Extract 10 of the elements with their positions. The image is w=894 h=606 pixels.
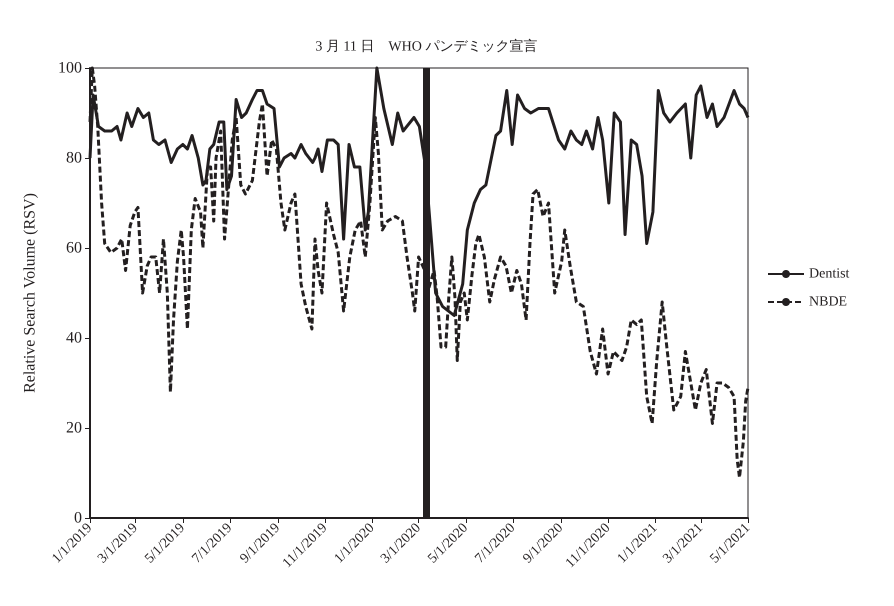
y-tick-label: 0: [74, 510, 82, 526]
y-axis-title: Relative Search Volume (RSV): [22, 193, 38, 393]
legend-label: NBDE: [809, 294, 848, 310]
y-tick-label: 80: [66, 150, 82, 166]
ref-line-label: 3 月 11 日 WHO パンデミック宣言: [315, 38, 538, 54]
legend-label: Dentist: [809, 266, 850, 282]
y-tick-label: 100: [58, 60, 82, 76]
y-tick-label: 20: [66, 420, 82, 436]
y-tick-label: 40: [66, 330, 82, 346]
y-tick-label: 60: [66, 240, 82, 256]
